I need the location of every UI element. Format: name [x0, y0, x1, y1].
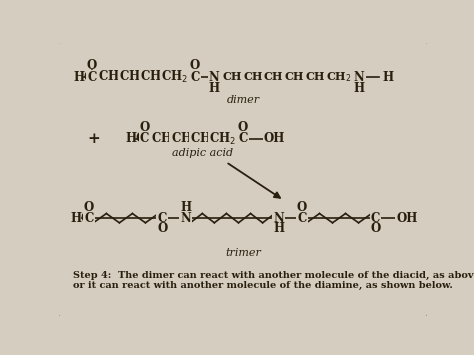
- Text: N: N: [209, 71, 219, 84]
- Text: H: H: [383, 71, 393, 84]
- Text: CH$_2$: CH$_2$: [140, 69, 167, 85]
- Text: H: H: [273, 223, 284, 235]
- Text: CH$_2$: CH$_2$: [243, 70, 268, 84]
- Text: CH$_2$: CH$_2$: [209, 131, 236, 147]
- Text: CH$_2$: CH$_2$: [264, 70, 289, 84]
- Text: O: O: [190, 59, 200, 72]
- Text: HO: HO: [125, 132, 146, 145]
- Text: N: N: [354, 71, 365, 84]
- Text: C: C: [190, 71, 200, 84]
- Text: H: H: [354, 82, 365, 95]
- Text: H: H: [209, 82, 220, 95]
- Text: CH$_2$: CH$_2$: [171, 131, 198, 147]
- Text: O: O: [370, 223, 381, 235]
- Text: O: O: [139, 121, 150, 134]
- Text: N: N: [180, 212, 191, 225]
- Text: O: O: [297, 201, 307, 214]
- Text: N: N: [273, 212, 284, 225]
- Text: CH$_2$: CH$_2$: [305, 70, 331, 84]
- Text: C: C: [371, 212, 380, 225]
- Text: O: O: [157, 223, 167, 235]
- Text: CH$_2$: CH$_2$: [99, 69, 126, 85]
- Text: CH$_2$: CH$_2$: [190, 131, 217, 147]
- Text: CH$_2$: CH$_2$: [221, 70, 247, 84]
- Text: CH$_2$: CH$_2$: [284, 70, 310, 84]
- Text: HO: HO: [73, 71, 95, 84]
- Text: C: C: [297, 212, 307, 225]
- Text: O: O: [87, 59, 97, 72]
- FancyBboxPatch shape: [58, 41, 428, 317]
- Text: Step 4:  The dimer can react with another molecule of the diacid, as above,: Step 4: The dimer can react with another…: [73, 271, 474, 279]
- Text: adipic acid: adipic acid: [172, 148, 233, 158]
- Text: C: C: [238, 132, 247, 145]
- Text: O: O: [83, 201, 94, 214]
- Text: OH: OH: [264, 132, 285, 145]
- Text: +: +: [88, 132, 100, 146]
- Text: O: O: [238, 121, 248, 134]
- Text: HO: HO: [71, 212, 92, 225]
- Text: C: C: [140, 132, 149, 145]
- Text: CH$_2$: CH$_2$: [119, 69, 146, 85]
- Text: C: C: [84, 212, 93, 225]
- Text: C: C: [158, 212, 167, 225]
- Text: H: H: [180, 201, 191, 214]
- Text: CH$_2$: CH$_2$: [326, 70, 352, 84]
- Text: dimer: dimer: [227, 95, 259, 105]
- Text: CH$_2$: CH$_2$: [161, 69, 188, 85]
- Text: trimer: trimer: [225, 248, 261, 258]
- Text: or it can react with another molecule of the diamine, as shown below.: or it can react with another molecule of…: [73, 281, 453, 290]
- Text: C: C: [87, 71, 97, 84]
- Text: CH$_2$: CH$_2$: [151, 131, 178, 147]
- Text: OH: OH: [396, 212, 418, 225]
